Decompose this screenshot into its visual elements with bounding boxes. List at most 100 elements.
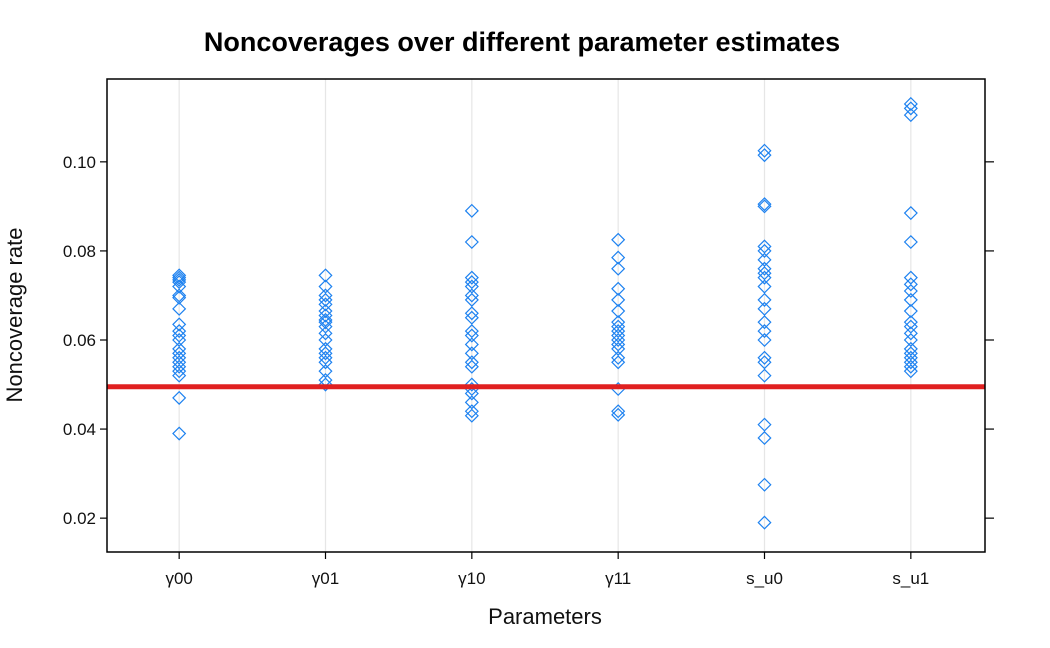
data-point [318,279,333,294]
data-point [172,301,187,316]
data-point [757,252,772,267]
data-point [757,270,772,285]
data-point [757,430,772,446]
data-point [903,101,918,116]
y-tick-label: 0.02 [63,509,96,528]
data-point [464,346,479,361]
data-point [903,270,918,285]
data-point [318,326,333,341]
data-point [172,426,187,441]
data-point [757,301,772,316]
data-point [318,341,333,356]
data-point [464,377,479,392]
data-point [318,308,333,323]
data-point [611,407,626,422]
data-point [757,324,772,339]
data-point [611,404,626,419]
data-point [464,279,479,294]
data-point [611,328,626,343]
data-point [903,332,918,348]
data-point [611,337,626,352]
data-point [757,239,772,254]
data-point [464,386,479,401]
data-point [464,288,479,303]
data-point [757,477,772,492]
data-point [903,319,918,334]
data-point [757,332,772,348]
data-point [318,297,333,312]
data-point [172,270,187,285]
data-point [464,328,479,343]
data-point [464,275,479,290]
data-point [757,279,772,294]
x-tick-label: γ11 [605,569,631,588]
data-point [318,332,333,348]
data-point [611,250,626,265]
data-point [757,148,772,163]
data-point [464,408,479,423]
data-point [172,317,187,332]
data-point [903,359,918,374]
data-point [318,350,333,365]
data-point [172,275,187,290]
data-point [611,341,626,356]
data-point [903,355,918,370]
y-axis-title: Noncoverage rate [2,228,27,403]
data-point [757,261,772,276]
x-tick-label: γ10 [458,569,485,588]
data-point [611,232,626,247]
data-point [757,315,772,330]
x-tick-label: s_u1 [892,569,929,588]
data-point [757,199,772,214]
data-point [318,303,333,319]
x-tick-label: s_u0 [746,569,783,588]
data-point [172,368,187,383]
data-point [172,350,187,365]
data-point [464,270,479,285]
data-point [172,279,187,294]
data-point [172,288,187,303]
data-point [611,303,626,319]
data-point [172,364,187,379]
data-point [903,303,918,319]
data-point [903,364,918,379]
data-point [318,319,333,334]
data-point [611,324,626,339]
y-axis: 0.02 0.04 0.06 0.08 0.10 [63,153,994,528]
y-tick-label: 0.10 [63,153,96,172]
data-point [903,326,918,341]
data-point [464,306,479,321]
data-point [611,261,626,276]
data-point [464,292,479,307]
data-point [611,319,626,334]
data-point [611,292,626,307]
data-point [757,355,772,370]
data-point [903,96,918,111]
data-point [172,268,187,283]
data-point [464,310,479,325]
data-point [757,266,772,281]
data-point [903,341,918,356]
data-point [172,290,187,305]
data-point [464,234,479,250]
data-point [172,328,187,343]
data-point [318,346,333,361]
data-points [172,96,918,530]
data-point [318,355,333,370]
data-point [464,359,479,374]
data-point [903,292,918,307]
data-point [611,281,626,296]
data-point [318,315,333,330]
y-tick-label: 0.06 [63,331,96,350]
data-point [903,350,918,365]
data-point [318,377,333,392]
data-point [903,346,918,361]
data-point [611,332,626,348]
data-point [464,203,479,218]
data-point [611,350,626,365]
data-point [172,359,187,374]
x-axis: γ00 γ01 γ10 γ11 s_u0 s_u1 [165,552,929,588]
data-point [757,350,772,365]
data-point [903,315,918,330]
data-point [464,404,479,419]
